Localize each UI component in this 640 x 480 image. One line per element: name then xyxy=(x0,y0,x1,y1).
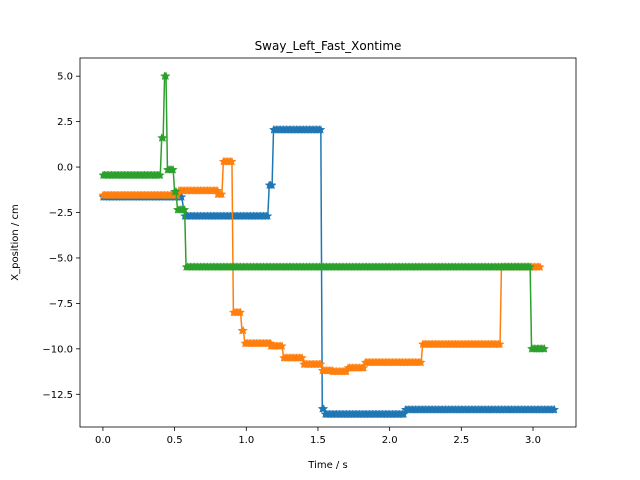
data-point xyxy=(179,204,190,214)
data-point xyxy=(316,359,326,369)
x-tick-label: 1.5 xyxy=(310,435,326,446)
data-point xyxy=(238,325,249,335)
data-point xyxy=(168,164,178,174)
data-point xyxy=(161,71,171,81)
x-tick-label: 0.0 xyxy=(95,435,111,446)
y-tick-label: 5.0 xyxy=(57,72,73,83)
x-tick-label: 2.5 xyxy=(453,435,469,446)
data-point xyxy=(217,189,227,199)
data-point xyxy=(158,133,168,142)
series-layer xyxy=(98,71,560,419)
data-point xyxy=(495,339,505,349)
data-point xyxy=(316,124,326,134)
y-tick-label: −10.0 xyxy=(42,344,73,355)
series-3 xyxy=(98,71,550,353)
data-point xyxy=(319,403,329,413)
x-tick-label: 3.0 xyxy=(525,435,541,446)
plot-frame xyxy=(79,57,577,428)
x-tick-label: 2.0 xyxy=(382,435,398,446)
data-point xyxy=(525,262,535,272)
data-point xyxy=(267,180,277,190)
data-point xyxy=(277,341,287,351)
y-tick-label: −2.5 xyxy=(49,208,73,219)
data-point xyxy=(297,353,307,362)
y-tick-label: −12.5 xyxy=(42,390,73,401)
data-point xyxy=(416,357,426,367)
y-tick-label: −5.0 xyxy=(49,253,73,264)
data-point xyxy=(539,343,550,353)
y-tick-label: 2.5 xyxy=(57,117,73,128)
data-point xyxy=(549,404,560,414)
data-point xyxy=(399,409,409,419)
data-point xyxy=(227,156,237,166)
data-point xyxy=(359,363,369,372)
x-tick-label: 1.0 xyxy=(238,435,254,446)
x-axis-label: Time / s xyxy=(307,460,347,471)
data-point xyxy=(263,211,273,221)
chart-title: Sway_Left_Fast_Xontime xyxy=(255,39,402,53)
data-point xyxy=(155,170,165,180)
plot-area xyxy=(80,58,576,427)
y-tick-label: −7.5 xyxy=(49,299,73,310)
y-tick-label: 0.0 xyxy=(57,163,73,174)
data-point xyxy=(235,307,246,317)
y-axis-label: X_position / cm xyxy=(10,204,21,280)
data-point xyxy=(535,262,545,272)
y-axis: 5.0 2.5 0.0 −2.5 −5.0 −7.5 −10.0 −12.5 xyxy=(42,72,80,401)
x-axis: 0.0 0.5 1.0 1.5 2.0 2.5 3.0 xyxy=(95,427,541,446)
data-point xyxy=(171,186,181,196)
x-tick-label: 0.5 xyxy=(167,435,183,446)
